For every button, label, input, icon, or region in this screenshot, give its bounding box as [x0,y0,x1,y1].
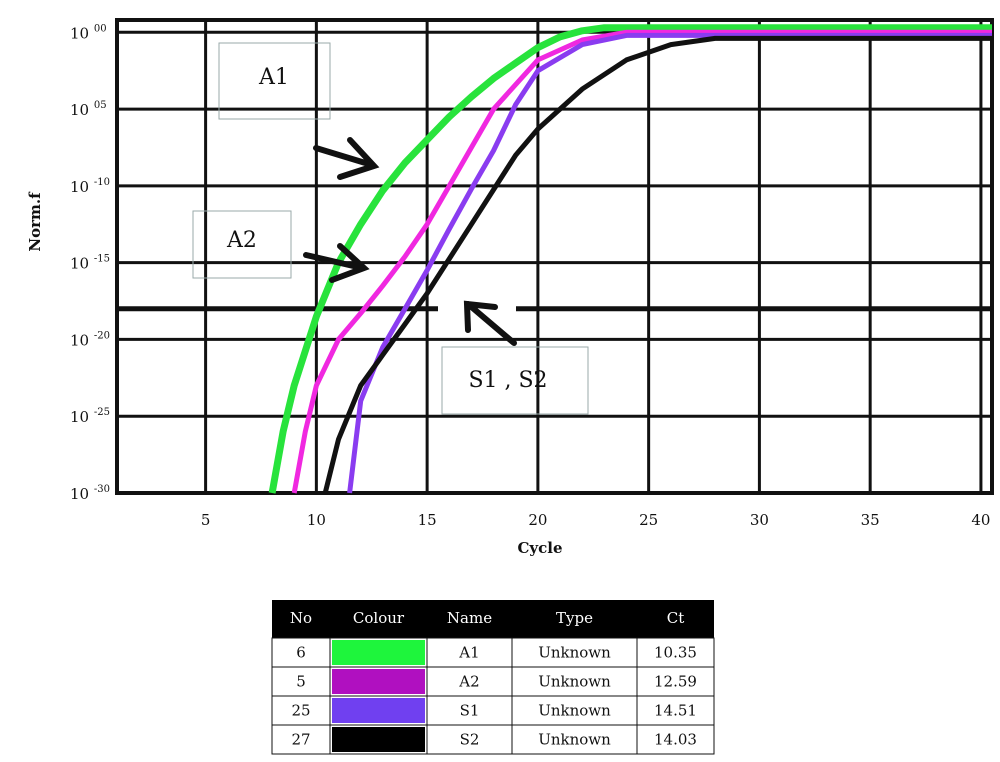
y-axis-label: Norm.f [26,191,44,252]
y-tick-label: 10 -10 [70,176,110,196]
table-header: Type [556,609,593,627]
table-cell [426,637,513,668]
color-swatch [332,669,425,694]
annotation: A1 [258,65,289,90]
table-cell [426,695,513,726]
annotation-box [441,346,589,415]
table-cell [426,666,513,697]
table-cell [511,724,638,755]
table-cell [511,695,638,726]
table-cell-text: Unknown [538,702,611,720]
x-tick-label: 20 [528,511,547,529]
annotation-box [218,42,331,120]
table-cell-text: 14.03 [654,731,697,749]
y-tick-label: 10 -15 [70,253,110,273]
color-swatch [332,698,425,723]
plot: 5 10 15 20 25 30 35 40 10 00 10 05 10 -10 10 -15 10 … [70,18,994,529]
curve [347,32,992,494]
annotation: S1 , S2 [468,368,547,393]
table-header: No [290,609,312,627]
y-tick-label: 10 05 [70,100,107,120]
annotation-box [192,210,292,279]
table-cell-text: 27 [291,731,310,749]
color-swatch [332,727,425,752]
arrow [463,300,517,346]
table-cell [636,637,715,668]
x-tick-label: 30 [750,511,769,529]
table-header: Name [447,609,492,627]
x-tick-label: 5 [201,511,211,529]
table-cell [426,724,513,755]
table: No Colour Name Type Ct 6 A1 Unknown 10.35 5 A2 Unkn… [271,600,715,755]
arrow [313,137,380,180]
x-tick-label: 40 [971,511,990,529]
y-tick-label: 10 -25 [70,407,110,427]
x-axis-label: Cycle [517,539,562,557]
y-tick-label: 10 -30 [70,484,110,504]
table-cell [511,637,638,668]
annotation: A2 [226,228,257,253]
table-header: Colour [353,609,405,627]
table-cell-text: A1 [458,644,479,662]
table-cell-text: S2 [460,731,480,749]
table-cell [636,666,715,697]
y-tick-label: 10 -20 [70,330,110,350]
table-cell-text: 12.59 [654,673,697,691]
table-cell-text: Unknown [538,731,611,749]
table-cell-text: 10.35 [654,644,697,662]
arrow [303,243,370,283]
table-header: Ct [667,609,685,627]
table-cell-text: Unknown [538,673,611,691]
curve [322,35,992,494]
curve [268,24,992,494]
table-cell [271,666,331,697]
table-cell [271,724,331,755]
annotations: A1 A2 S1 , S2 [192,42,589,415]
table-cell [636,724,715,755]
table-cell [271,637,331,668]
table-header-bg [272,600,714,638]
table-cell-text: A2 [458,673,479,691]
x-tick-label: 10 [307,511,326,529]
x-tick-label: 15 [418,511,437,529]
table-cell-text: 14.51 [654,702,697,720]
color-swatch [332,640,425,665]
x-tick-label: 35 [861,511,880,529]
table-cell-text: 25 [291,702,310,720]
table-cell [511,666,638,697]
y-tick-label: 10 00 [70,23,107,43]
plot-frame [115,18,994,495]
table-cell-text: S1 [460,702,480,720]
table-cell-text: Unknown [538,644,611,662]
x-tick-label: 25 [639,511,658,529]
table-cell-text: 5 [296,673,306,691]
table-cell [271,695,331,726]
table-cell-text: 6 [296,644,306,662]
curve [291,29,992,494]
